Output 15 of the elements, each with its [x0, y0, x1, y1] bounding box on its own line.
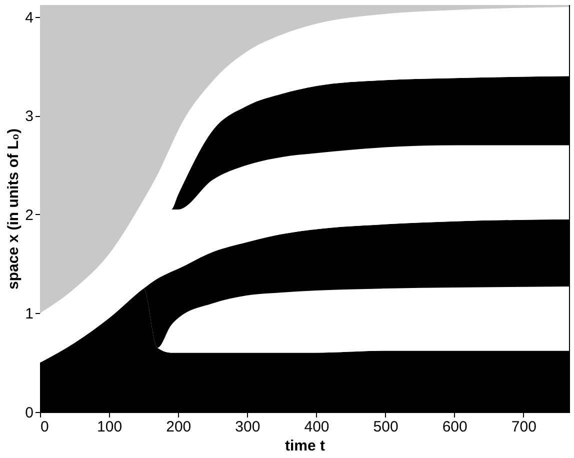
- y-tick-label: 0: [25, 404, 34, 422]
- y-tick-label: 2: [25, 206, 34, 224]
- y-tick-label: 3: [25, 108, 34, 126]
- x-axis-title: time t: [284, 438, 326, 454]
- x-tick-label: 100: [97, 418, 122, 436]
- x-tick-label: 600: [442, 418, 468, 436]
- y-tick-label: 1: [25, 306, 34, 323]
- x-tick-label: 400: [304, 418, 330, 436]
- x-tick-label: 300: [235, 418, 260, 436]
- x-tick-label: 700: [511, 418, 536, 436]
- y-axis-title: space x (in units of L₀): [5, 128, 22, 290]
- x-tick-label: 500: [373, 418, 398, 436]
- y-tick-label: 4: [25, 9, 34, 26]
- x-tick-label: 200: [166, 418, 192, 436]
- x-tick-label: 0: [40, 418, 49, 436]
